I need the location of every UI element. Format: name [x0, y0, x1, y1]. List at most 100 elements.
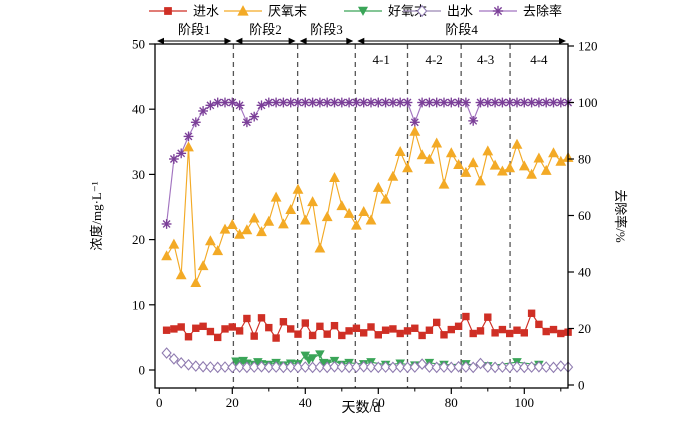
phase-arrow-head — [157, 37, 164, 45]
legend-item-出水: 出水 — [403, 4, 473, 19]
diamond-marker — [256, 360, 267, 373]
sub-phase-label: 4-3 — [477, 52, 494, 67]
asterisk-marker — [493, 6, 503, 16]
diamond-marker — [307, 361, 318, 374]
y-right-tick-label: 40 — [578, 265, 591, 280]
triangle-up-marker — [270, 191, 282, 202]
square-marker — [250, 332, 258, 340]
diamond-marker — [351, 361, 362, 373]
diamond-marker — [533, 360, 545, 373]
triangle-up-marker — [351, 219, 362, 230]
asterisk-marker — [520, 98, 529, 107]
asterisk-marker — [483, 98, 492, 107]
x-tick-label: 20 — [226, 395, 239, 410]
y-left-tick-label: 50 — [132, 37, 145, 52]
asterisk-marker — [513, 98, 521, 107]
square-marker — [411, 324, 419, 332]
square-marker — [184, 333, 193, 341]
square-marker — [243, 314, 251, 323]
square-marker — [316, 322, 324, 331]
asterisk-marker — [527, 98, 536, 107]
asterisk-marker — [440, 98, 448, 107]
asterisk-marker — [199, 107, 208, 115]
asterisk-marker — [542, 98, 551, 107]
triangle-up-marker — [380, 193, 391, 204]
x-tick-label: 0 — [156, 395, 163, 410]
square-marker — [352, 324, 361, 332]
sub-phase-label: 4-1 — [373, 52, 390, 67]
triangle-up-marker — [445, 147, 457, 158]
asterisk-marker — [191, 118, 200, 127]
asterisk-marker — [169, 155, 178, 163]
triangle-up-marker — [234, 228, 245, 239]
phase-arrow-head — [559, 37, 566, 45]
phase-arrow-head — [235, 37, 243, 45]
asterisk-marker — [257, 101, 266, 110]
triangle-up-marker — [372, 181, 384, 192]
y-right-tick-label: 120 — [578, 39, 598, 54]
diamond-marker — [161, 347, 172, 359]
diamond-marker — [241, 361, 253, 374]
square-marker — [345, 327, 353, 335]
left-axis-title: 浓度/mg·L⁻¹ — [89, 181, 104, 250]
triangle-down-marker — [357, 6, 369, 16]
series-line — [166, 131, 569, 283]
triangle-up-marker — [285, 204, 297, 215]
diamond-marker — [416, 4, 428, 18]
diamond-marker — [424, 361, 435, 373]
y-right-tick-label: 0 — [578, 378, 585, 393]
square-marker — [484, 313, 492, 321]
triangle-up-marker — [409, 125, 421, 136]
triangle-up-marker — [416, 149, 428, 160]
diamond-marker — [365, 361, 377, 373]
triangle-up-marker — [241, 224, 253, 235]
square-marker — [527, 309, 536, 317]
square-marker — [425, 326, 434, 334]
square-marker — [272, 334, 280, 342]
diamond-marker — [197, 360, 209, 373]
triangle-down-marker — [307, 354, 318, 363]
legend-item-去除率: 去除率 — [479, 4, 562, 19]
diamond-marker — [314, 361, 326, 373]
diamond-marker — [511, 361, 523, 373]
diamond-marker — [402, 361, 413, 374]
square-marker — [535, 320, 543, 329]
asterisk-marker — [250, 112, 259, 121]
asterisk-marker — [491, 98, 500, 107]
square-marker — [265, 323, 273, 332]
square-marker — [520, 329, 528, 337]
asterisk-marker — [381, 98, 390, 107]
triangle-up-marker — [402, 162, 413, 173]
triangle-up-marker — [197, 260, 209, 271]
asterisk-marker — [315, 98, 324, 107]
right-axis-title: 去除率/% — [613, 189, 628, 243]
square-marker — [177, 323, 185, 331]
asterisk-marker — [213, 98, 222, 107]
triangle-up-marker — [256, 226, 267, 237]
square-marker — [235, 327, 244, 335]
diamond-marker — [489, 361, 501, 374]
y-right-tick-label: 60 — [578, 208, 591, 223]
triangle-up-marker — [424, 153, 435, 164]
asterisk-marker — [359, 98, 368, 107]
x-tick-label: 60 — [372, 395, 385, 410]
diamond-marker — [219, 361, 231, 373]
phase-label: 阶段4 — [445, 22, 478, 37]
diamond-marker — [380, 361, 391, 373]
square-marker — [308, 331, 317, 340]
diamond-marker — [322, 361, 333, 374]
diamond-marker — [431, 361, 442, 374]
square-marker — [221, 325, 229, 333]
asterisk-marker — [476, 98, 485, 107]
square-marker — [287, 325, 295, 333]
diamond-marker — [336, 361, 347, 373]
diamond-marker — [438, 361, 450, 373]
asterisk-marker — [505, 98, 514, 107]
square-marker — [447, 325, 455, 334]
diamond-marker — [358, 360, 369, 373]
diamond-marker — [329, 360, 340, 373]
triangle-up-marker — [489, 159, 501, 170]
triangle-up-marker — [511, 138, 523, 149]
diamond-marker — [460, 361, 472, 373]
